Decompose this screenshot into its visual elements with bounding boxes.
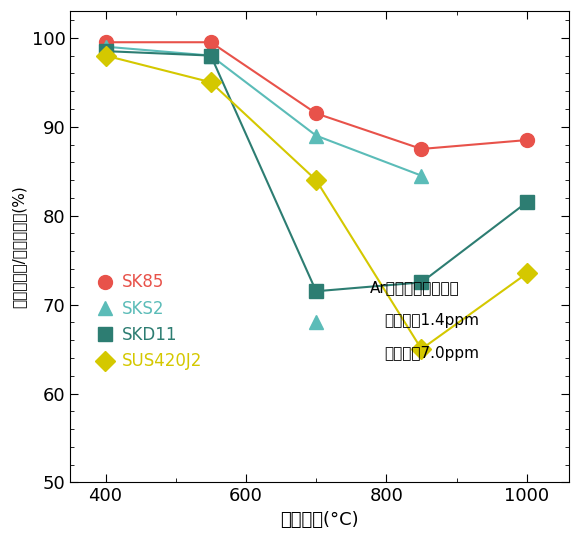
Text: 酸素量：1.4ppm: 酸素量：1.4ppm: [385, 313, 480, 328]
Text: Ar中の酸素、水分量: Ar中の酸素、水分量: [369, 280, 459, 295]
X-axis label: 加熱温度(°C): 加熱温度(°C): [280, 511, 359, 529]
Y-axis label: 光輝測定値/加熱前對比(%): 光輝測定値/加熱前對比(%): [11, 185, 26, 308]
Legend: SK85, SKS2, SKD11, SUS420J2: SK85, SKS2, SKD11, SUS420J2: [99, 273, 202, 370]
Text: 水分量：7.0ppm: 水分量：7.0ppm: [385, 346, 480, 361]
